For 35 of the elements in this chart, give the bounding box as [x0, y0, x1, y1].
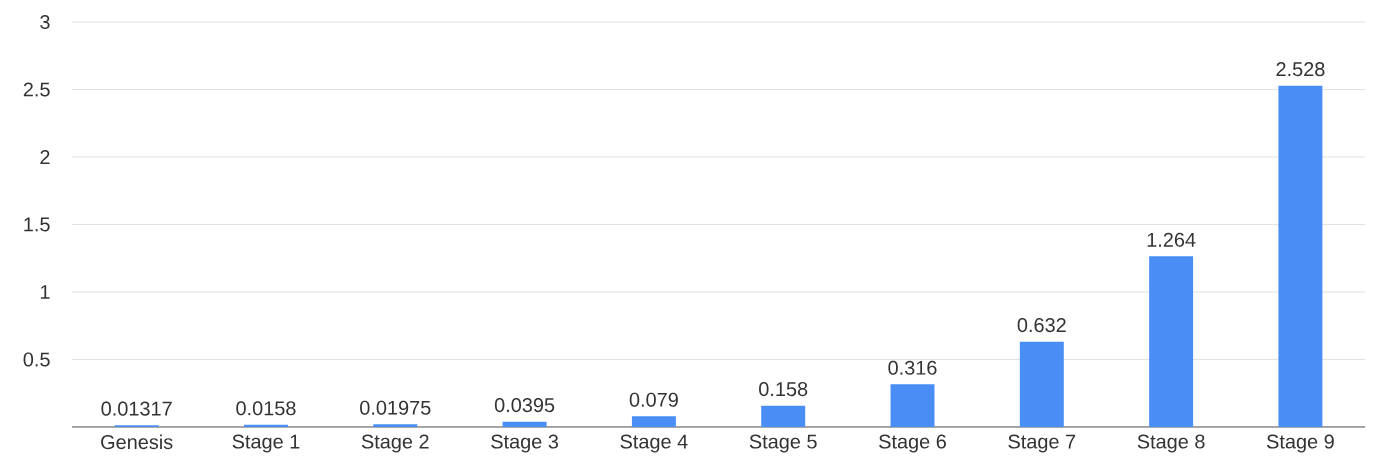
- bar: [502, 421, 547, 427]
- data-label: 0.01317: [101, 401, 172, 416]
- bar: [373, 424, 418, 427]
- bar: [1149, 256, 1194, 427]
- data-label: 0.158: [759, 382, 808, 397]
- y-tick-label: 0.5: [23, 352, 50, 367]
- data-label: 0.01975: [360, 400, 431, 415]
- bar: [1278, 85, 1323, 427]
- bar: [244, 424, 288, 427]
- x-tick-label: Stage 2: [361, 434, 429, 453]
- y-tick-label: 3: [40, 14, 50, 30]
- data-label: 1.264: [1147, 232, 1196, 247]
- data-label: 0.079: [629, 392, 678, 407]
- data-label: 2.528: [1276, 62, 1325, 77]
- data-label: 0.0395: [494, 398, 555, 413]
- x-tick-label: Stage 9: [1266, 434, 1334, 453]
- x-tick-label: Stage 8: [1137, 434, 1205, 453]
- x-tick-label: Stage 6: [879, 434, 946, 453]
- x-tick-label: Stage 3: [491, 434, 559, 453]
- x-tick-label: Stage 7: [1008, 434, 1076, 453]
- x-tick-label: Stage 1: [232, 434, 300, 453]
- data-label: 0.632: [1017, 318, 1066, 333]
- x-tick-label: Stage 5: [749, 434, 817, 453]
- bar: [1019, 341, 1064, 427]
- y-tick-label: 1.5: [24, 217, 50, 232]
- y-tick-label: 1: [40, 285, 50, 299]
- x-tick-label: Genesis: [101, 434, 173, 450]
- bar: [890, 384, 935, 427]
- data-label: 0.0158: [236, 401, 296, 416]
- y-tick-label: 2: [40, 150, 50, 164]
- data-label: 0.316: [888, 360, 937, 375]
- x-tick-label: Stage 4: [620, 434, 688, 453]
- y-tick-label: 2.5: [23, 82, 50, 97]
- bar: [761, 405, 806, 427]
- bar: [631, 416, 676, 427]
